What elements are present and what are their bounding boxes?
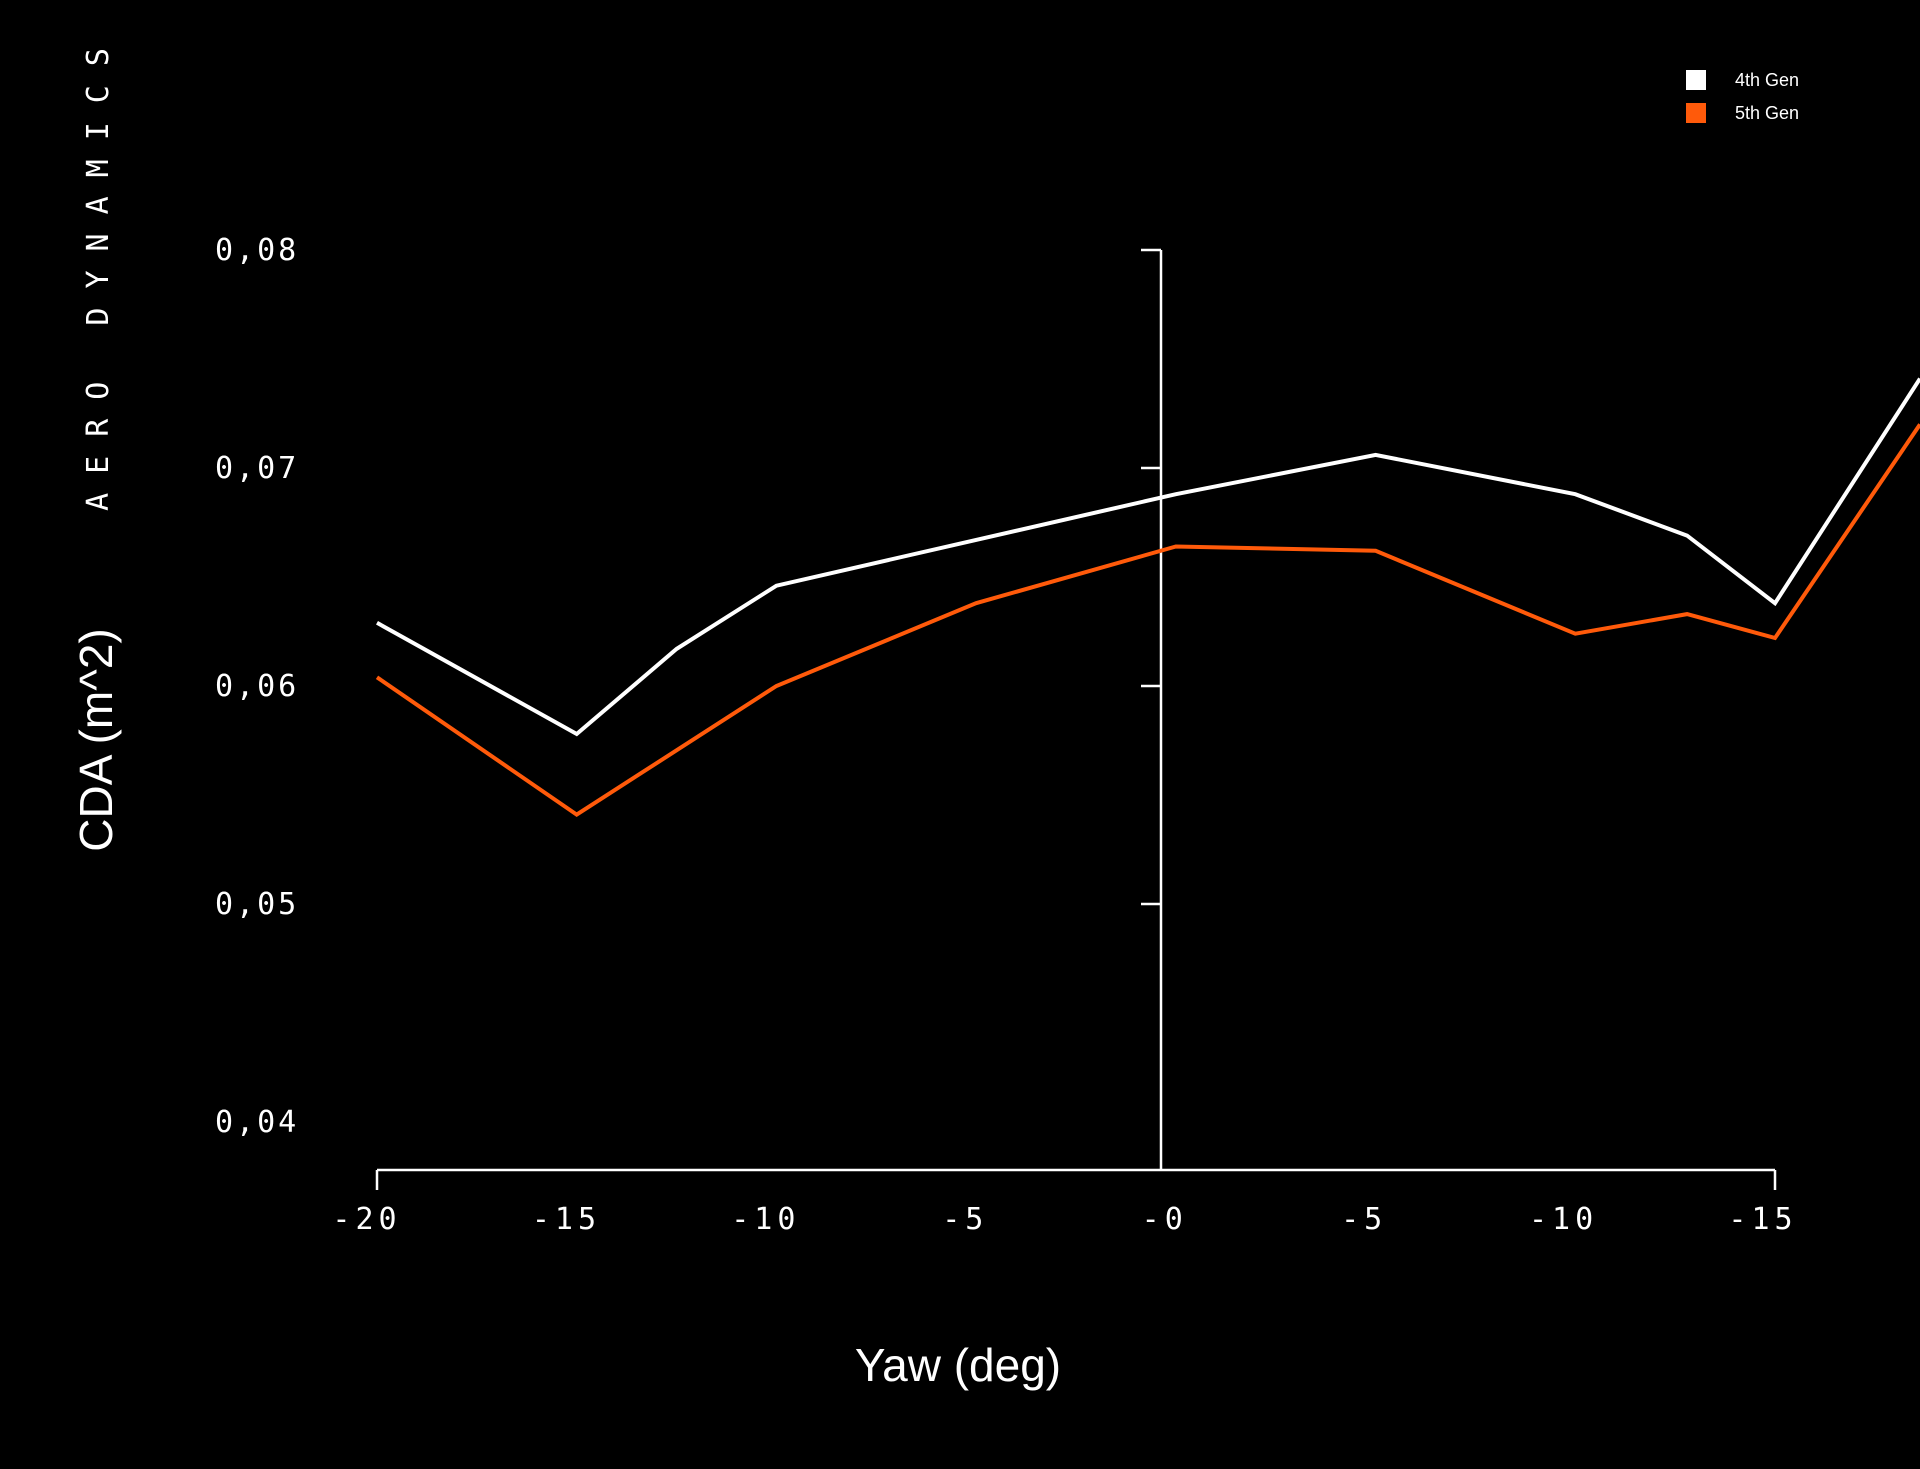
legend-swatch: [1686, 70, 1706, 90]
series-lines: [375, 377, 1920, 818]
y-tick-label: 0,05: [215, 887, 299, 922]
y-tick-label: 0,07: [215, 451, 299, 486]
series-line-4th-gen: [376, 377, 1920, 737]
axes: [375, 250, 1777, 1190]
legend-swatch: [1686, 103, 1706, 123]
y-tick-label: 0,08: [215, 233, 299, 268]
x-ticks: -20 -15 -10 -5 -0 -5 -10 -15: [332, 1202, 1797, 1237]
y-tick-label: 0,04: [215, 1105, 299, 1140]
legend-label: 5th Gen: [1735, 103, 1799, 123]
legend: 4th Gen 5th Gen: [1686, 70, 1799, 123]
x-axis-label: Yaw (deg): [855, 1339, 1061, 1391]
x-tick-label: -5: [942, 1202, 988, 1237]
x-tick-label: -0: [1142, 1202, 1188, 1237]
legend-label: 4th Gen: [1735, 70, 1799, 90]
x-tick-label: -15: [532, 1202, 601, 1237]
x-tick-label: -5: [1341, 1202, 1387, 1237]
x-tick-label: -10: [1529, 1202, 1598, 1237]
x-tick-label: -20: [332, 1202, 401, 1237]
series-line-5th-gen: [375, 423, 1920, 818]
x-tick-label: -15: [1728, 1202, 1797, 1237]
x-tick-label: -10: [731, 1202, 800, 1237]
y-tick-label: 0,06: [215, 669, 299, 704]
chart-title: AERO DYNAMICS: [81, 29, 116, 511]
y-ticks: 0,08 0,07 0,06 0,05 0,04: [215, 233, 1161, 1140]
y-axis-label: CDA (m^2): [70, 628, 122, 852]
